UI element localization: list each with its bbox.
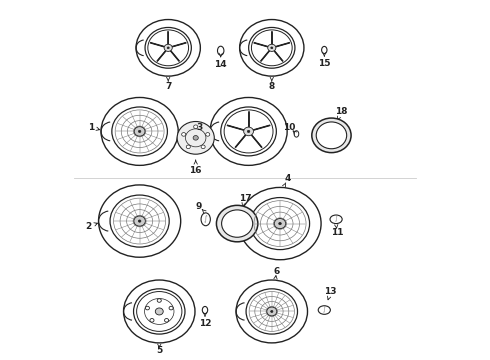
Ellipse shape [177, 122, 214, 154]
Text: 2: 2 [85, 222, 92, 231]
Ellipse shape [270, 310, 273, 312]
Ellipse shape [217, 205, 258, 242]
Ellipse shape [267, 307, 277, 316]
Ellipse shape [164, 44, 172, 51]
Ellipse shape [134, 289, 185, 334]
Text: 9: 9 [196, 202, 202, 211]
Text: 11: 11 [331, 228, 343, 237]
Text: 1: 1 [88, 123, 94, 132]
Text: 14: 14 [215, 60, 227, 69]
Ellipse shape [138, 220, 141, 222]
Ellipse shape [193, 136, 198, 140]
Text: 8: 8 [269, 82, 275, 91]
Text: 6: 6 [273, 267, 280, 276]
Ellipse shape [134, 127, 145, 136]
Ellipse shape [134, 216, 146, 226]
Ellipse shape [312, 118, 351, 153]
Text: 4: 4 [285, 174, 291, 183]
Ellipse shape [247, 130, 250, 132]
Ellipse shape [169, 306, 173, 310]
Text: 10: 10 [284, 123, 296, 132]
Text: 16: 16 [190, 166, 202, 175]
Ellipse shape [250, 198, 310, 249]
Ellipse shape [274, 219, 286, 229]
Ellipse shape [318, 306, 330, 314]
Ellipse shape [157, 299, 161, 302]
Text: ∫: ∫ [323, 307, 326, 313]
Ellipse shape [182, 132, 186, 136]
Ellipse shape [248, 27, 295, 68]
Ellipse shape [112, 107, 168, 156]
Text: ∫: ∫ [335, 216, 338, 222]
Ellipse shape [194, 125, 198, 129]
Ellipse shape [206, 132, 210, 136]
Ellipse shape [146, 306, 149, 310]
Text: ∫: ∫ [204, 216, 208, 223]
Text: 3: 3 [197, 123, 203, 132]
Ellipse shape [165, 319, 169, 322]
Ellipse shape [138, 130, 141, 132]
Ellipse shape [221, 210, 253, 237]
Ellipse shape [186, 145, 190, 149]
Ellipse shape [145, 27, 192, 68]
Text: 5: 5 [156, 346, 162, 355]
Ellipse shape [110, 195, 169, 247]
Text: 17: 17 [239, 194, 251, 203]
Ellipse shape [271, 47, 273, 49]
Text: 18: 18 [335, 107, 348, 116]
Ellipse shape [279, 222, 281, 225]
Ellipse shape [221, 107, 276, 156]
Text: 7: 7 [165, 82, 172, 91]
Ellipse shape [201, 213, 210, 226]
Ellipse shape [201, 145, 205, 149]
Ellipse shape [316, 122, 346, 149]
Ellipse shape [330, 215, 342, 224]
Ellipse shape [244, 127, 253, 136]
Ellipse shape [246, 289, 297, 334]
Text: 15: 15 [318, 59, 331, 68]
Ellipse shape [167, 47, 169, 49]
Ellipse shape [268, 44, 276, 51]
Text: 12: 12 [199, 319, 211, 328]
Ellipse shape [155, 308, 163, 315]
Text: 13: 13 [324, 287, 337, 296]
Ellipse shape [150, 319, 154, 322]
